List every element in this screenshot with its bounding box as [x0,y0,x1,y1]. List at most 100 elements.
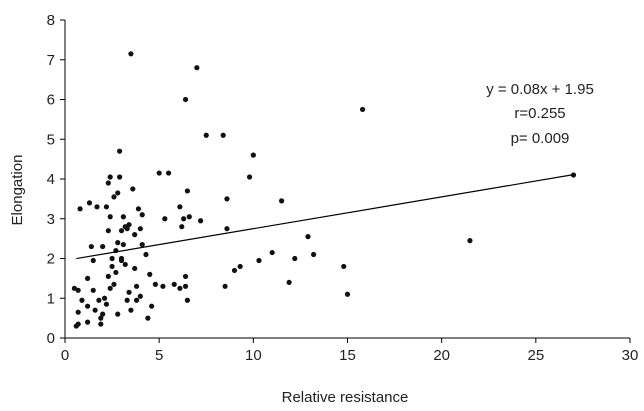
data-point [165,170,172,176]
data-point [203,132,209,138]
y-tick-label: 6 [47,92,55,109]
data-point [115,311,121,317]
data-point [344,291,351,297]
x-tick-label: 25 [527,347,544,364]
data-point [147,271,153,277]
data-point [113,269,119,276]
y-tick-label: 7 [47,52,55,69]
ticks: 0 1 2 3 4 5 6 7 8 0 5 10 15 20 25 30 [47,12,639,364]
data-point [250,152,256,158]
data-point [128,51,134,57]
data-point [126,222,132,228]
y-tick-label: 4 [47,171,55,188]
data-point [75,321,81,327]
x-tick-label: 10 [245,347,262,364]
data-point [137,226,143,232]
data-point [269,249,275,256]
data-point [90,287,96,293]
data-point [107,285,113,291]
data-point [98,315,104,321]
data-point [124,297,130,303]
data-point [231,267,238,274]
data-point [86,200,93,206]
data-point [162,216,168,222]
data-point [96,297,102,303]
data-point [107,174,113,180]
data-point [90,257,96,264]
data-point [246,174,253,180]
data-point [85,319,91,325]
data-point [198,218,204,224]
data-point [100,243,106,250]
correlation-coefficient: r=0.255 [514,105,565,122]
data-point [103,204,110,210]
data-point [109,263,115,270]
data-point [133,297,140,303]
x-tick-label: 15 [339,347,356,364]
data-point [224,196,230,202]
x-tick-label: 0 [61,347,69,364]
data-point [139,241,145,248]
trend-line [76,174,574,260]
data-point [88,243,94,250]
data-point [117,148,123,154]
data-point [311,251,317,258]
data-point [177,285,183,291]
data-point [126,289,132,295]
data-point [184,297,191,303]
data-point [467,238,473,244]
data-point [292,255,298,262]
x-tick-label: 5 [155,347,163,364]
data-point [237,263,243,270]
data-point [118,257,125,264]
data-point [85,303,91,309]
data-point [177,204,183,210]
data-point [156,170,162,176]
data-point [92,307,98,313]
data-point [179,224,185,230]
data-point [75,309,81,315]
data-point [117,174,123,180]
data-point [135,206,142,212]
data-points [71,51,577,329]
data-point [182,273,189,279]
data-point [145,315,151,321]
data-point [103,301,110,307]
data-point [107,214,113,220]
data-point [182,283,189,289]
data-point [286,279,292,285]
data-point [124,226,130,232]
data-point [171,281,177,287]
data-point [98,321,104,327]
data-point [305,234,311,240]
data-point [132,232,138,238]
y-tick-label: 3 [47,211,55,228]
y-tick-label: 1 [47,290,55,307]
data-point [186,214,192,220]
data-point [79,297,85,303]
data-point [120,241,126,248]
y-tick-label: 5 [47,131,55,148]
data-point [101,295,108,301]
x-tick-label: 30 [622,347,639,364]
data-point [109,255,115,262]
data-point [341,263,347,270]
data-point [122,261,128,268]
data-point [130,186,136,192]
data-point [105,180,111,186]
data-point [359,106,366,113]
data-point [143,251,149,258]
data-point [149,303,155,309]
data-point [160,283,166,289]
data-point [220,132,226,138]
y-axis-title: Elongation [9,155,26,226]
data-point [132,265,138,272]
data-point [278,198,285,204]
data-point [184,188,191,194]
data-point [115,240,121,246]
data-point [137,293,143,299]
data-point [115,190,121,196]
data-point [100,311,106,317]
data-point [256,257,262,264]
